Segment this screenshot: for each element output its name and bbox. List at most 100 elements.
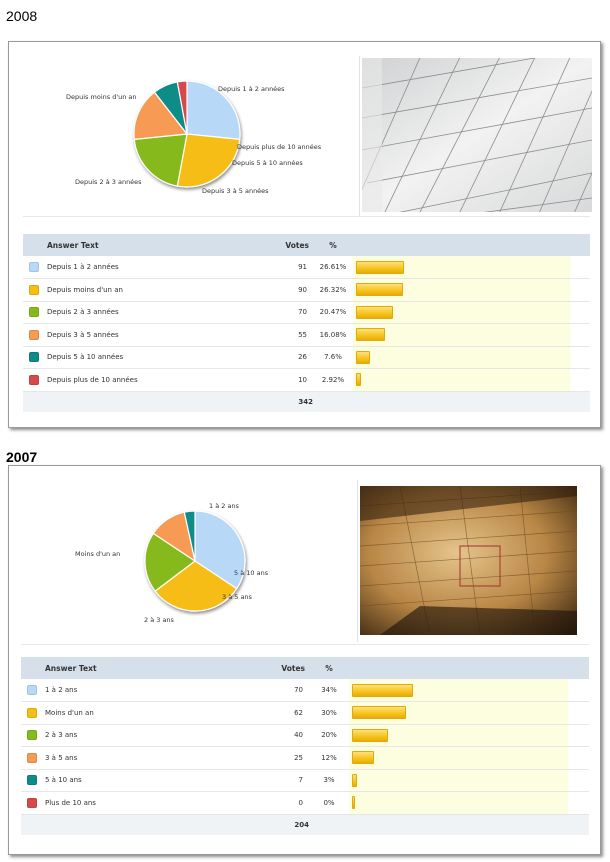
answer-label: 3 à 5 ans <box>45 753 78 762</box>
bar-cell <box>353 323 570 347</box>
pct-cell: 16.08% <box>313 323 353 347</box>
answer-cell: Depuis 3 à 5 années <box>23 323 233 347</box>
pie-label: Depuis 1 à 2 années <box>218 85 285 93</box>
table-row: Depuis 1 à 2 années 91 26.61% <box>23 256 590 279</box>
calendar-image <box>362 58 592 212</box>
year-heading-2008: 2008 <box>6 8 38 24</box>
votes-cell: 7 <box>229 769 309 792</box>
result-bar <box>352 728 388 742</box>
result-bar <box>356 350 370 364</box>
answer-cell: Depuis 1 à 2 années <box>23 256 233 279</box>
bar-cell <box>349 791 568 815</box>
answer-cell: Plus de 10 ans <box>21 791 229 815</box>
bar-cell <box>353 346 570 369</box>
divider <box>359 56 360 216</box>
results-table-2008: Answer Text Votes % Depuis 1 à 2 années 9… <box>23 234 590 412</box>
answer-label: Depuis 3 à 5 années <box>47 330 119 339</box>
result-bar <box>352 773 358 787</box>
pie-label: Depuis moins d'un an <box>66 93 137 101</box>
votes-cell: 91 <box>233 256 313 279</box>
pie-chart-2008 <box>133 80 241 188</box>
pie-label: Depuis 3 à 5 années <box>202 187 269 195</box>
answer-label: Depuis 2 à 3 années <box>47 308 119 317</box>
answer-cell: 2 à 3 ans <box>21 724 229 747</box>
answer-cell: Depuis 2 à 3 années <box>23 301 233 324</box>
table-row: Moins d'un an 62 30% <box>21 701 589 725</box>
answer-cell: Depuis moins d'un an <box>23 278 233 302</box>
pie-label: 5 à 10 ans <box>234 569 269 577</box>
color-swatch <box>27 730 37 741</box>
pie-chart-2007 <box>144 510 246 612</box>
pct-cell: 12% <box>309 746 349 770</box>
bar-cell <box>353 368 570 392</box>
result-bar <box>356 283 404 297</box>
color-swatch <box>29 307 39 318</box>
planner-photo <box>360 486 577 635</box>
table-row: 2 à 3 ans 40 20% <box>21 724 589 747</box>
color-swatch <box>27 707 37 718</box>
table-row: Depuis plus de 10 années 10 2.92% <box>23 368 590 392</box>
table-row: Plus de 10 ans 0 0% <box>21 791 589 815</box>
answer-label: 2 à 3 ans <box>45 731 78 740</box>
bar-cell <box>353 278 570 302</box>
pct-cell: 0% <box>309 791 349 815</box>
total-row: 342 <box>23 391 590 412</box>
answer-label: Depuis 5 à 10 années <box>47 353 124 362</box>
bar-cell <box>353 301 570 324</box>
pct-cell: 7.6% <box>313 346 353 369</box>
pct-cell: 20% <box>309 724 349 747</box>
bar-cell <box>349 769 568 792</box>
pie-slice <box>183 510 196 562</box>
pie-label: Depuis 5 à 10 années <box>232 159 303 167</box>
bar-cell <box>349 746 568 770</box>
votes-header: Votes <box>229 657 309 679</box>
year-heading-2007: 2007 <box>6 449 38 465</box>
votes-cell: 90 <box>233 278 313 302</box>
result-bar <box>352 796 355 810</box>
pie-slice <box>144 532 197 592</box>
divider <box>357 480 358 642</box>
pct-cell: 2.92% <box>313 368 353 392</box>
votes-cell: 0 <box>229 791 309 815</box>
result-bar <box>356 328 385 342</box>
answer-label: Plus de 10 ans <box>45 798 96 807</box>
table-header: Answer Text Votes % <box>21 657 589 679</box>
answer-label: Depuis moins d'un an <box>47 285 123 294</box>
total-votes: 342 <box>233 391 313 412</box>
result-bar <box>356 305 393 319</box>
votes-cell: 55 <box>233 323 313 347</box>
votes-cell: 70 <box>229 679 309 702</box>
color-swatch <box>29 329 39 340</box>
result-bar <box>352 683 414 697</box>
result-bar <box>356 260 404 274</box>
poll-card-2008: Depuis moins d'un an Depuis 1 à 2 années… <box>8 41 601 428</box>
pie-slice <box>176 80 188 135</box>
pie-slice <box>186 80 241 141</box>
pie-chart-area <box>9 42 359 210</box>
table-row: Depuis moins d'un an 90 26.32% <box>23 278 590 302</box>
pct-cell: 34% <box>309 679 349 702</box>
bar-cell <box>349 701 568 725</box>
answer-cell: Depuis 5 à 10 années <box>23 346 233 369</box>
pct-cell: 3% <box>309 769 349 792</box>
answer-cell: 1 à 2 ans <box>21 679 229 702</box>
total-row: 204 <box>21 814 589 835</box>
table-row: 1 à 2 ans 70 34% <box>21 679 589 702</box>
bar-cell <box>349 679 568 702</box>
votes-cell: 40 <box>229 724 309 747</box>
votes-cell: 62 <box>229 701 309 725</box>
pie-label: 3 à 5 ans <box>222 593 252 601</box>
bar-cell <box>349 724 568 747</box>
color-swatch <box>29 262 39 272</box>
pie-label: 2 à 3 ans <box>144 616 174 624</box>
pct-cell: 30% <box>309 701 349 725</box>
pie-chart-area <box>9 466 357 636</box>
pie-slice <box>154 560 238 612</box>
votes-header: Votes <box>233 234 313 256</box>
table-row: Depuis 2 à 3 années 70 20.47% <box>23 301 590 324</box>
poll-card-2007: 1 à 2 ans Moins d'un an 5 à 10 ans 3 à 5… <box>8 465 601 855</box>
color-swatch <box>29 284 39 295</box>
answer-header: Answer Text <box>23 234 233 256</box>
results-table-2007: Answer Text Votes % 1 à 2 ans 70 34% Moins … <box>21 657 589 835</box>
answer-label: 1 à 2 ans <box>45 686 78 694</box>
